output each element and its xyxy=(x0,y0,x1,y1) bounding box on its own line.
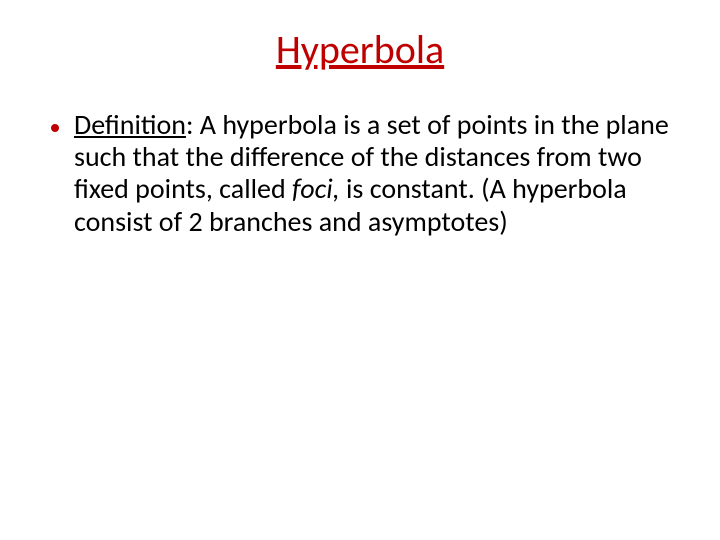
bullet-text: Definition: A hyperbola is a set of poin… xyxy=(74,109,670,238)
definition-label: Definition xyxy=(74,107,186,142)
slide: Hyperbola Definition: A hyperbola is a s… xyxy=(0,0,720,540)
slide-body: Definition: A hyperbola is a set of poin… xyxy=(50,109,670,238)
bullet-item: Definition: A hyperbola is a set of poin… xyxy=(50,109,670,238)
bullet-dot-icon xyxy=(50,123,60,133)
definition-sep: : xyxy=(186,107,200,142)
bullet-dot-circle xyxy=(51,124,59,132)
slide-title: Hyperbola xyxy=(50,25,670,74)
definition-italic: foci, xyxy=(292,171,340,206)
